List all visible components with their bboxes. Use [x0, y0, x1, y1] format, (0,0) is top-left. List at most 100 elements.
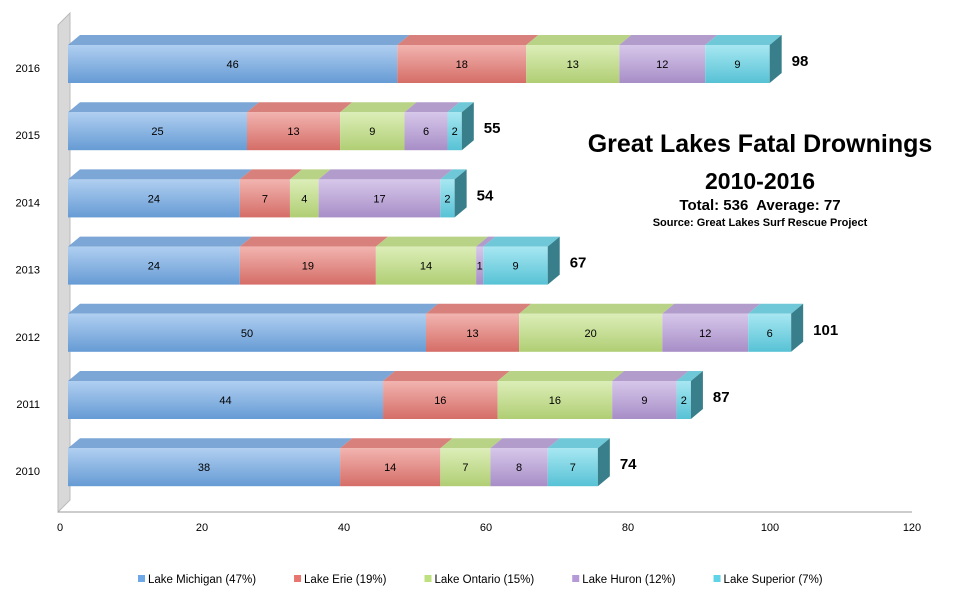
- bar-segment: [440, 179, 455, 218]
- bar-segment: [662, 313, 749, 352]
- legend-label: Lake Superior (7%): [724, 574, 823, 586]
- bar-top-face: [68, 35, 410, 45]
- data-label: 14: [384, 462, 396, 474]
- bar-top-face: [383, 371, 510, 381]
- data-label: 24: [148, 193, 160, 205]
- data-label: 12: [656, 59, 668, 71]
- bar-segment: [476, 246, 484, 285]
- bar-segment: [239, 179, 290, 218]
- x-tick-label: 100: [761, 522, 779, 534]
- chart-subtitle: 2010-2016: [705, 168, 815, 194]
- data-label: 2: [452, 126, 458, 138]
- data-label: 25: [151, 126, 163, 138]
- bar-segment: [519, 313, 663, 352]
- bar-top-face: [619, 35, 718, 45]
- bar-top-face: [526, 35, 632, 45]
- data-label: 8: [516, 462, 522, 474]
- data-label: 13: [567, 59, 579, 71]
- bar-top-face: [239, 236, 388, 247]
- data-label: 9: [641, 395, 647, 407]
- bar-side-face: [791, 303, 804, 352]
- data-label: 2: [444, 193, 450, 205]
- data-label: 9: [734, 59, 740, 71]
- data-label: 7: [262, 193, 268, 205]
- y-tick-label: 2013: [16, 265, 40, 277]
- legend-swatch: [713, 575, 721, 582]
- bar-segment: [447, 112, 462, 151]
- total-label: 98: [792, 53, 809, 70]
- y-tick-label: 2014: [16, 197, 40, 209]
- data-label: 2: [681, 395, 687, 407]
- data-label: 18: [456, 59, 468, 71]
- bar-side-face: [454, 169, 467, 218]
- bar-segment: [340, 112, 405, 151]
- data-label: 16: [549, 395, 561, 407]
- bar-top-face: [497, 371, 625, 381]
- total-label: 101: [813, 322, 838, 339]
- bar-segment: [375, 246, 477, 285]
- bar-segment: [676, 381, 691, 419]
- data-label: 7: [570, 462, 576, 474]
- bar-top-face: [68, 438, 353, 449]
- bar-segment: [490, 448, 548, 487]
- legend-swatch: [294, 575, 302, 582]
- bar-top-face: [289, 169, 331, 180]
- total-label: 55: [484, 120, 501, 137]
- data-label: 17: [373, 193, 385, 205]
- bar-row-2016: 46 18 13 12 9 98: [68, 35, 808, 83]
- bar-top-face: [68, 169, 252, 180]
- bar-segment: [526, 45, 620, 83]
- bar-segment: [497, 381, 613, 419]
- y-tick-label: 2010: [16, 466, 40, 478]
- bar-segment: [397, 45, 527, 83]
- legend-item: Lake Michigan (47%): [138, 574, 256, 586]
- bar-top-face: [404, 102, 460, 113]
- legend-swatch: [138, 575, 145, 582]
- legend-item: Lake Ontario (15%): [424, 574, 535, 586]
- bar-row-2011: 44 16 16 9 2 87: [68, 371, 730, 419]
- legend-label: Lake Ontario (15%): [435, 574, 535, 586]
- bar-top-face: [397, 35, 539, 45]
- legend-swatch: [424, 575, 432, 582]
- data-label: 9: [512, 261, 518, 273]
- bar-segment: [68, 381, 384, 419]
- x-tick-label: 40: [338, 522, 350, 534]
- x-tick-label: 120: [903, 522, 921, 534]
- bar-row-2015: 25 13 9 6 2 55: [68, 102, 501, 151]
- y-tick-label: 2011: [16, 399, 40, 411]
- y-tick-label: 2016: [16, 63, 40, 75]
- bar-side-face: [547, 236, 560, 285]
- data-label: 12: [699, 328, 711, 340]
- chart-title: Great Lakes Fatal Drownings: [587, 130, 933, 158]
- total-label: 87: [713, 389, 730, 406]
- bar-segment: [340, 448, 441, 487]
- total-label: 74: [620, 456, 637, 473]
- data-label: 13: [287, 126, 299, 138]
- bar-segment: [247, 112, 341, 151]
- legend-label: Lake Michigan (47%): [148, 574, 256, 586]
- data-label: 7: [462, 462, 468, 474]
- bar-top-face: [68, 102, 259, 113]
- bar-segment: [68, 313, 426, 352]
- bar-segment: [547, 448, 598, 487]
- legend-label: Lake Huron (12%): [582, 574, 675, 586]
- bar-top-face: [68, 371, 396, 381]
- bar-top-face: [547, 438, 610, 449]
- data-label: 6: [423, 126, 429, 138]
- data-label: 16: [434, 395, 446, 407]
- bar-row-2013: 24 19 14 1 9 67: [68, 236, 586, 285]
- bar-segment: [68, 45, 398, 83]
- bar-top-face: [340, 438, 453, 449]
- x-tick-label: 0: [57, 522, 63, 534]
- data-label: 24: [148, 261, 160, 273]
- bar-side-face: [461, 102, 474, 151]
- data-label: 14: [420, 261, 432, 273]
- bar-top-face: [748, 303, 804, 314]
- bar-segment: [383, 381, 498, 419]
- x-tick-label: 60: [480, 522, 492, 534]
- data-label: 38: [198, 462, 210, 474]
- bar-segment: [68, 246, 240, 285]
- data-label: 9: [369, 126, 375, 138]
- bar-top-face: [705, 35, 782, 45]
